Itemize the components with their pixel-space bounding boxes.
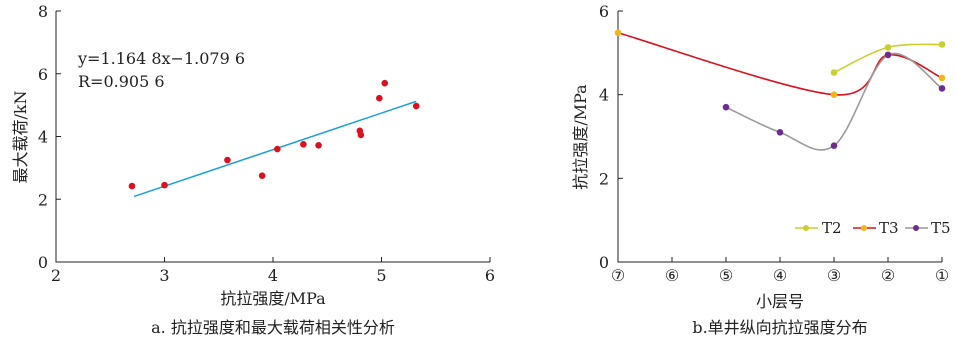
left-y-axis-label: 最大载荷/kN: [11, 90, 30, 183]
y-tick-label: 0: [38, 253, 48, 272]
scatter-point: [128, 182, 136, 190]
x-tick-label: 6: [485, 266, 495, 285]
right-tick-labels: ⑦ ⑥ ⑤ ④ ③ ② ① 0 2 4 6: [599, 2, 949, 285]
x-tick-label: 5: [376, 266, 386, 285]
regression-equation: y=1.164 8x−1.079 6: [77, 49, 245, 68]
legend-item-t2: T2: [795, 219, 842, 237]
y-tick-label: 0: [599, 253, 609, 272]
legend-t3-label: T3: [879, 219, 899, 237]
right-ticks: [617, 10, 943, 263]
series-point-t2: [830, 69, 838, 76]
left-caption: a. 抗拉强度和最大载荷相关性分析: [151, 318, 395, 337]
scatter-point: [258, 172, 266, 180]
y-tick-label: 4: [599, 86, 609, 105]
legend: T2 T3 T5: [795, 219, 951, 237]
scatter-point: [161, 181, 168, 189]
x-tick-label: ⑤: [719, 266, 733, 285]
x-tick-label: ⑦: [611, 266, 625, 285]
scatter-points: [128, 79, 420, 190]
y-tick-label: 6: [38, 65, 48, 84]
series-point-t3: [830, 91, 838, 98]
series-line-t5: [725, 52, 943, 151]
scatter-point: [381, 79, 389, 87]
series-points: [614, 29, 946, 150]
legend-t2-marker: [803, 225, 809, 231]
series-point-t5: [722, 103, 730, 111]
scatter-point: [412, 102, 420, 110]
x-tick-label: ④: [773, 266, 787, 285]
left-ticks: [55, 10, 491, 263]
legend-item-t5: T5: [905, 219, 951, 237]
series-point-t3: [614, 29, 622, 37]
series-point-t2: [884, 44, 892, 51]
legend-t5-label: T5: [931, 219, 951, 237]
right-x-axis-label: 小层号: [756, 292, 804, 311]
x-tick-label: ③: [827, 266, 841, 285]
scatter-point: [315, 141, 322, 149]
y-tick-label: 2: [599, 169, 609, 188]
x-tick-label: 3: [159, 266, 169, 285]
series-point-t5: [938, 85, 946, 92]
scatter-point: [274, 145, 281, 153]
right-y-axis-label: 抗拉强度/MPa: [571, 84, 590, 190]
x-tick-label: ⑥: [665, 266, 679, 285]
series-point-t5: [884, 51, 892, 59]
legend-t3-marker: [861, 225, 867, 231]
series-point-t3: [938, 74, 946, 82]
x-tick-label: ①: [935, 266, 949, 285]
scatter-point: [300, 141, 307, 148]
legend-t2-label: T2: [822, 219, 842, 237]
scatter-point: [224, 156, 231, 164]
x-tick-label: 4: [268, 266, 278, 285]
series-point-t5: [830, 142, 838, 150]
left-x-axis-label: 抗拉强度/MPa: [220, 289, 326, 308]
series-point-t2: [938, 41, 946, 48]
scatter-point: [357, 131, 365, 139]
y-tick-label: 6: [599, 2, 609, 21]
x-tick-label: 2: [51, 266, 61, 285]
y-tick-label: 2: [38, 190, 48, 209]
right-caption: b.单井纵向抗拉强度分布: [692, 318, 867, 337]
series-point-t5: [776, 129, 784, 136]
legend-item-t3: T3: [853, 219, 899, 237]
y-tick-label: 4: [38, 128, 48, 147]
right-chart: ⑦ ⑥ ⑤ ④ ③ ② ① 0 2 4 6 T2 T3 T5 小层号 抗拉强度/MPa b.单井纵向…: [571, 2, 951, 337]
correlation-coefficient: R=0.905 6: [78, 72, 165, 91]
scatter-point: [376, 94, 383, 102]
y-tick-label: 8: [38, 2, 48, 21]
x-tick-label: ②: [881, 266, 895, 285]
legend-t5-marker: [913, 225, 919, 231]
series-line-t3: [617, 31, 943, 96]
